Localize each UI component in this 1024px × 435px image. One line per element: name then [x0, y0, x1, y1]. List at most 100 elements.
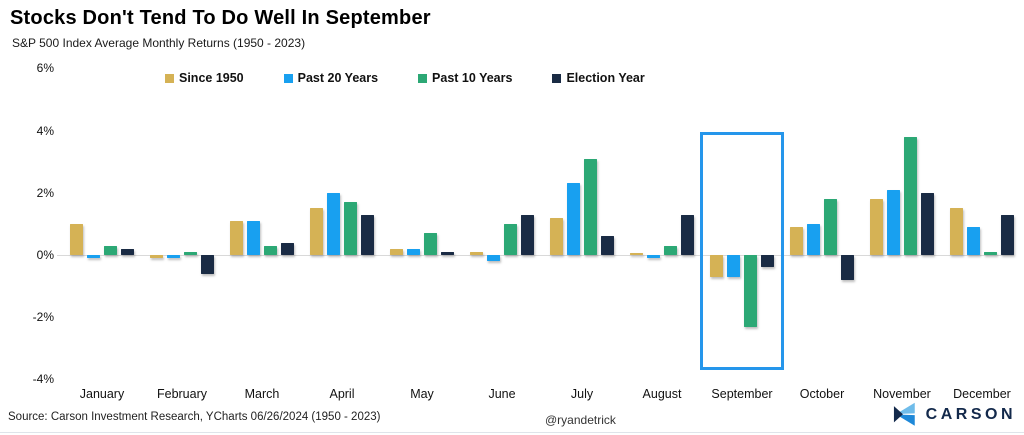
- bar-may-since-1950: [390, 248, 403, 255]
- zero-axis-line: [57, 255, 1014, 256]
- legend-label: Election Year: [566, 71, 645, 85]
- legend-item: Since 1950: [165, 71, 244, 85]
- month-label-march: March: [244, 387, 280, 401]
- source-note: Source: Carson Investment Research, YCha…: [8, 411, 381, 423]
- bar-january-past-20-years: [87, 255, 100, 259]
- bar-group-april: [302, 67, 382, 378]
- bar-group-may: [382, 67, 462, 378]
- logo-light-shape: [895, 402, 915, 414]
- chart-title: Stocks Don't Tend To Do Well In Septembe…: [10, 7, 431, 29]
- bar-group-june: [462, 67, 542, 378]
- y-axis-tick: 6%: [36, 61, 54, 76]
- bar-september-election-year: [761, 255, 774, 268]
- bar-march-past-10-years: [264, 245, 277, 255]
- month-label-september: September: [711, 387, 773, 401]
- month-label-june: June: [488, 387, 516, 401]
- y-axis-tick: -2%: [32, 310, 54, 325]
- month-label-august: August: [642, 387, 682, 401]
- month-label-november: November: [873, 387, 931, 401]
- y-axis-tick: 4%: [36, 123, 54, 138]
- legend-item: Past 20 Years: [283, 71, 379, 85]
- bar-group-january: [62, 67, 142, 378]
- bar-november-since-1950: [870, 199, 883, 255]
- bar-april-since-1950: [310, 208, 323, 255]
- month-label-july: July: [570, 387, 594, 401]
- plot-area: 6% 4% 2% 0% -2% -4%: [33, 61, 1022, 386]
- chart-subtitle: S&P 500 Index Average Monthly Returns (1…: [12, 36, 306, 50]
- bar-december-past-10-years: [984, 251, 997, 255]
- bar-october-past-20-years: [807, 223, 820, 255]
- bar-august-since-1950: [630, 253, 643, 255]
- bar-may-past-10-years: [424, 233, 437, 255]
- legend-label: Past 10 Years: [432, 71, 513, 85]
- bar-may-past-20-years: [407, 248, 420, 255]
- month-label-october: October: [799, 387, 845, 401]
- bar-group-november: [862, 67, 942, 378]
- bar-december-election-year: [1001, 214, 1014, 255]
- bar-october-past-10-years: [824, 199, 837, 255]
- bar-november-election-year: [921, 192, 934, 255]
- bar-group-august: [622, 67, 702, 378]
- bar-march-election-year: [281, 242, 294, 255]
- bar-october-election-year: [841, 255, 854, 280]
- logo-mid-shape: [895, 414, 915, 426]
- bar-june-election-year: [521, 214, 534, 255]
- bar-april-past-10-years: [344, 202, 357, 255]
- legend-swatch-icon: [418, 73, 428, 83]
- bar-group-december: [942, 67, 1022, 378]
- bar-july-past-20-years: [567, 183, 580, 255]
- bar-november-past-10-years: [904, 136, 917, 255]
- bar-september-since-1950: [710, 255, 723, 277]
- legend-item: Election Year: [552, 71, 645, 85]
- bar-may-election-year: [441, 251, 454, 255]
- carson-logo-icon: [893, 402, 915, 426]
- bar-june-since-1950: [470, 251, 483, 255]
- bar-april-election-year: [361, 214, 374, 255]
- bar-april-past-20-years: [327, 192, 340, 255]
- bar-group-october: [782, 67, 862, 378]
- legend-swatch-icon: [283, 73, 293, 83]
- bar-february-past-10-years: [184, 251, 197, 255]
- logo-dark-shape: [893, 406, 903, 423]
- bar-february-past-20-years: [167, 255, 180, 259]
- legend-label: Since 1950: [179, 71, 244, 85]
- legend-label: Past 20 Years: [297, 71, 379, 85]
- carson-brand: CARSON: [890, 401, 1016, 428]
- month-label-january: January: [79, 387, 125, 401]
- bar-december-since-1950: [950, 208, 963, 255]
- y-axis-tick: 0%: [36, 248, 54, 262]
- bar-group-february: [142, 67, 222, 378]
- bar-february-since-1950: [150, 255, 163, 259]
- month-label-december: December: [953, 387, 1011, 401]
- legend-item: Past 10 Years: [418, 71, 512, 85]
- y-axis-tick: 2%: [36, 185, 54, 200]
- bar-september-past-20-years: [727, 255, 740, 277]
- month-label-april: April: [329, 387, 355, 401]
- legend: Since 1950 Past 20 Years Past 10 Years Elec…: [165, 71, 645, 85]
- bar-january-since-1950: [70, 223, 83, 255]
- bar-august-election-year: [681, 214, 694, 255]
- bar-june-past-10-years: [504, 223, 517, 255]
- author-handle: @ryandetrick: [545, 413, 616, 427]
- bar-february-election-year: [201, 255, 214, 274]
- bar-july-since-1950: [550, 217, 563, 255]
- x-axis-labels: January February March April May June July Augu…: [62, 387, 1022, 401]
- bar-group-september: [700, 67, 784, 378]
- bar-july-past-10-years: [584, 158, 597, 255]
- bar-january-past-10-years: [104, 245, 117, 255]
- bar-august-past-20-years: [647, 255, 660, 259]
- bar-group-july: [542, 67, 622, 378]
- bar-july-election-year: [601, 236, 614, 255]
- month-label-february: February: [156, 387, 208, 401]
- bar-june-past-20-years: [487, 255, 500, 262]
- bar-groups: [62, 67, 1022, 378]
- bar-group-march: [222, 67, 302, 378]
- legend-swatch-icon: [165, 73, 174, 83]
- carson-wordmark: CARSON: [925, 405, 1016, 423]
- bar-august-past-10-years: [664, 245, 677, 255]
- bottom-divider: [0, 432, 1024, 433]
- bar-november-past-20-years: [887, 189, 900, 255]
- y-axis-tick: -4%: [32, 372, 54, 387]
- legend-swatch-icon: [552, 73, 562, 83]
- bar-january-election-year: [121, 248, 134, 255]
